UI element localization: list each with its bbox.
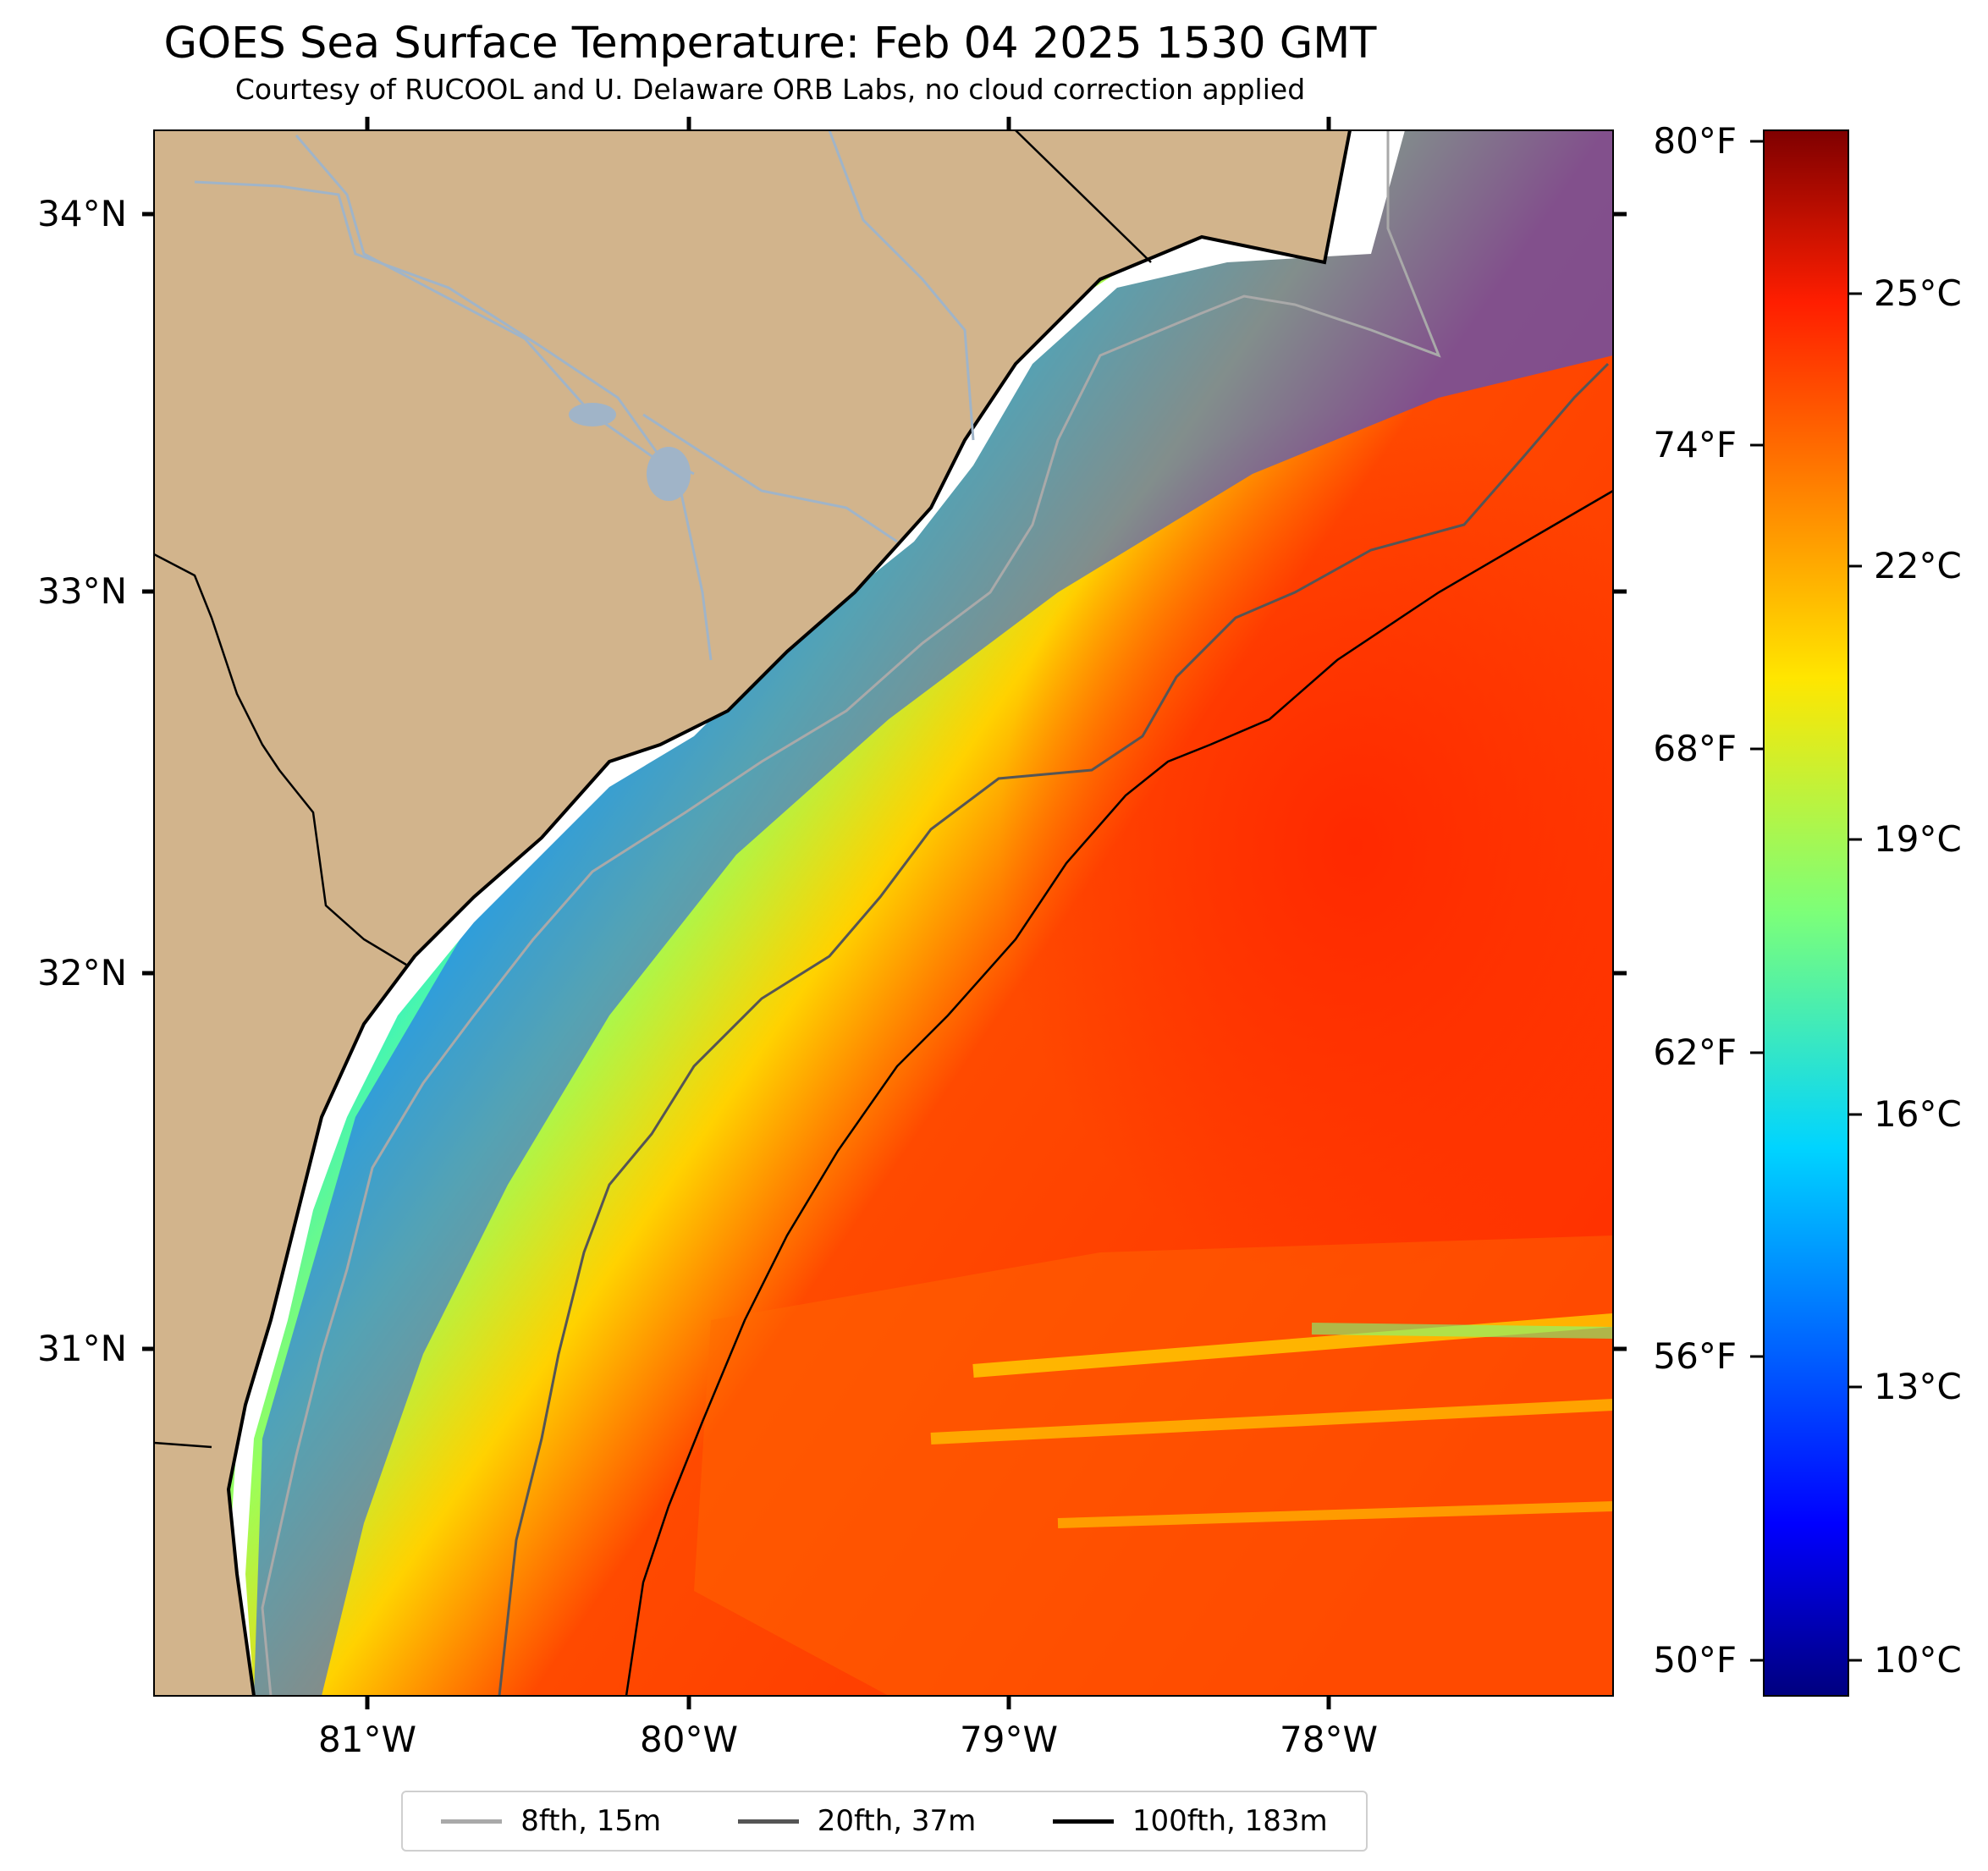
green-streak [1311,1323,1613,1339]
map-plot-area [154,130,1613,1696]
f-label-50: 50°F [1653,1639,1737,1681]
legend-label-100fth: 100fth, 183m [1132,1804,1328,1838]
lat-label-31: 31°N [37,1328,127,1369]
river-3 [642,413,898,543]
colorbar-ticks [1750,140,1862,1662]
river-2 [295,135,713,661]
yellow-streak-2 [930,1399,1613,1445]
isobath-20fth [498,362,1610,1696]
f-label-68: 68°F [1653,728,1737,769]
legend-item-100fth: 100fth, 183m [1052,1804,1328,1838]
legend-line-8fth [441,1819,503,1824]
c-label-19: 19°C [1874,818,1962,860]
c-label-13: 13°C [1874,1366,1962,1407]
isobath-8fth [261,130,1441,1696]
legend-label-20fth: 20fth, 37m [817,1804,977,1838]
lon-label-80: 80°W [640,1719,738,1760]
state-border-nc-sc [1015,130,1152,263]
f-label-62: 62°F [1653,1032,1737,1073]
legend-item-8fth: 8fth, 15m [441,1804,661,1838]
gulf-stream-core [999,406,1613,1286]
coastline [226,130,1352,1696]
yellow-streak-3 [1057,1501,1613,1528]
f-label-74: 74°F [1653,424,1737,465]
river-4 [828,130,975,441]
legend-line-100fth [1052,1819,1114,1824]
map-ticks [142,117,1627,1709]
lat-label-32: 32°N [37,952,127,993]
lon-label-78: 78°W [1280,1719,1378,1760]
river-1 [194,180,695,476]
legend-item-20fth: 20fth, 37m [737,1804,977,1838]
f-label-56: 56°F [1653,1335,1737,1377]
map-title: GOES Sea Surface Temperature: Feb 04 202… [163,19,1377,69]
c-label-25: 25°C [1874,272,1962,314]
isobath-100fth [625,489,1613,1696]
map-subtitle: Courtesy of RUCOOL and U. Delaware ORB L… [234,73,1306,106]
lat-label-33: 33°N [37,570,127,612]
state-border-sc-ga [154,553,407,966]
lat-label-34: 34°N [37,193,127,234]
legend-line-20fth [737,1819,799,1824]
f-label-80: 80°F [1653,120,1737,162]
c-label-22: 22°C [1874,545,1962,586]
c-label-16: 16°C [1874,1093,1962,1135]
legend-label-8fth: 8fth, 15m [520,1804,662,1838]
isobath-legend: 8fth, 15m 20fth, 37m 100fth, 183m [401,1791,1368,1852]
land-mass [154,130,1350,1696]
c-label-10: 10°C [1874,1639,1962,1681]
lake-moultrie [569,403,616,426]
map-frame [153,129,1614,1697]
state-border-ga-fl [154,1441,212,1449]
lake-marion [647,447,691,501]
lon-label-81: 81°W [318,1719,416,1760]
lon-label-79: 79°W [960,1719,1058,1760]
warm-filaments [694,1235,1613,1696]
colorbar [1763,129,1849,1697]
